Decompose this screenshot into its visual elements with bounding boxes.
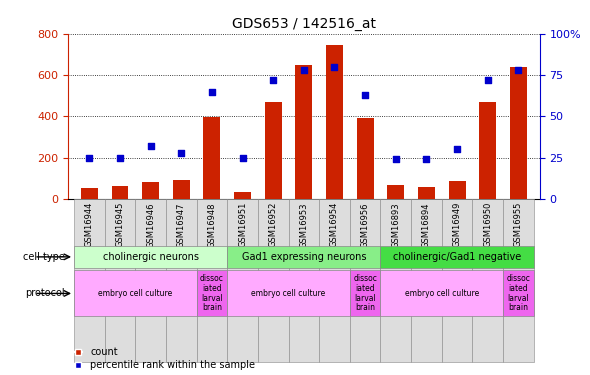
FancyBboxPatch shape — [350, 270, 381, 316]
Point — [238, 154, 247, 160]
Text: dissoc
iated
larval
brain: dissoc iated larval brain — [506, 274, 530, 312]
Text: GSM16950: GSM16950 — [483, 202, 492, 248]
Point — [146, 143, 155, 149]
Text: protocol: protocol — [25, 288, 65, 298]
FancyBboxPatch shape — [74, 199, 104, 362]
Bar — [265, 102, 281, 199]
Text: GSM16894: GSM16894 — [422, 202, 431, 248]
Bar — [418, 188, 435, 199]
Point — [115, 154, 124, 160]
FancyBboxPatch shape — [381, 270, 503, 316]
Text: GSM16952: GSM16952 — [268, 202, 278, 248]
Text: GSM16945: GSM16945 — [116, 202, 124, 248]
Text: GSM16893: GSM16893 — [391, 202, 400, 248]
Text: cholinergic/Gad1 negative: cholinergic/Gad1 negative — [393, 252, 521, 262]
Text: Gad1 expressing neurons: Gad1 expressing neurons — [241, 252, 366, 262]
Text: GSM16948: GSM16948 — [208, 202, 217, 248]
FancyBboxPatch shape — [503, 199, 534, 362]
Point — [299, 67, 309, 73]
Point — [207, 88, 217, 94]
FancyBboxPatch shape — [196, 270, 227, 316]
Text: GSM16951: GSM16951 — [238, 202, 247, 248]
Text: GSM16949: GSM16949 — [453, 202, 461, 248]
Text: dissoc
iated
larval
brain: dissoc iated larval brain — [353, 274, 377, 312]
Bar — [173, 180, 189, 199]
Point — [453, 146, 462, 152]
Text: GSM16944: GSM16944 — [85, 202, 94, 248]
FancyBboxPatch shape — [319, 199, 350, 362]
Text: GSM16954: GSM16954 — [330, 202, 339, 248]
Title: GDS653 / 142516_at: GDS653 / 142516_at — [232, 17, 376, 32]
FancyBboxPatch shape — [473, 199, 503, 362]
Text: dissoc
iated
larval
brain: dissoc iated larval brain — [200, 274, 224, 312]
FancyBboxPatch shape — [74, 246, 227, 268]
Point — [422, 156, 431, 162]
Point — [483, 77, 493, 83]
Text: cholinergic neurons: cholinergic neurons — [103, 252, 199, 262]
FancyBboxPatch shape — [381, 199, 411, 362]
Text: cell type: cell type — [23, 252, 65, 262]
FancyBboxPatch shape — [135, 199, 166, 362]
FancyBboxPatch shape — [166, 199, 196, 362]
Point — [268, 77, 278, 83]
Text: GSM16955: GSM16955 — [514, 202, 523, 248]
Legend: count, percentile rank within the sample: count, percentile rank within the sample — [73, 347, 255, 370]
Bar — [112, 186, 129, 199]
Bar — [326, 45, 343, 199]
FancyBboxPatch shape — [74, 270, 196, 316]
FancyBboxPatch shape — [196, 199, 227, 362]
Text: embryo cell culture: embryo cell culture — [98, 289, 172, 298]
FancyBboxPatch shape — [104, 199, 135, 362]
FancyBboxPatch shape — [289, 199, 319, 362]
Bar — [448, 181, 466, 199]
Point — [176, 150, 186, 156]
FancyBboxPatch shape — [227, 199, 258, 362]
FancyBboxPatch shape — [411, 199, 442, 362]
Bar — [510, 67, 527, 199]
FancyBboxPatch shape — [258, 199, 289, 362]
Point — [330, 64, 339, 70]
Bar — [142, 182, 159, 199]
Point — [391, 156, 401, 162]
Point — [514, 67, 523, 73]
Bar — [479, 102, 496, 199]
Bar — [204, 117, 220, 199]
Point — [84, 154, 94, 160]
FancyBboxPatch shape — [503, 270, 534, 316]
Text: GSM16956: GSM16956 — [360, 202, 370, 248]
FancyBboxPatch shape — [227, 246, 381, 268]
FancyBboxPatch shape — [442, 199, 473, 362]
FancyBboxPatch shape — [227, 270, 350, 316]
Bar — [357, 118, 373, 199]
FancyBboxPatch shape — [381, 246, 534, 268]
Bar — [388, 185, 404, 199]
FancyBboxPatch shape — [350, 199, 381, 362]
Bar — [296, 65, 312, 199]
Bar — [234, 192, 251, 199]
Text: embryo cell culture: embryo cell culture — [405, 289, 479, 298]
Text: GSM16946: GSM16946 — [146, 202, 155, 248]
Point — [360, 92, 370, 98]
Bar — [81, 188, 98, 199]
Text: GSM16947: GSM16947 — [177, 202, 186, 248]
Text: embryo cell culture: embryo cell culture — [251, 289, 326, 298]
Text: GSM16953: GSM16953 — [299, 202, 309, 248]
